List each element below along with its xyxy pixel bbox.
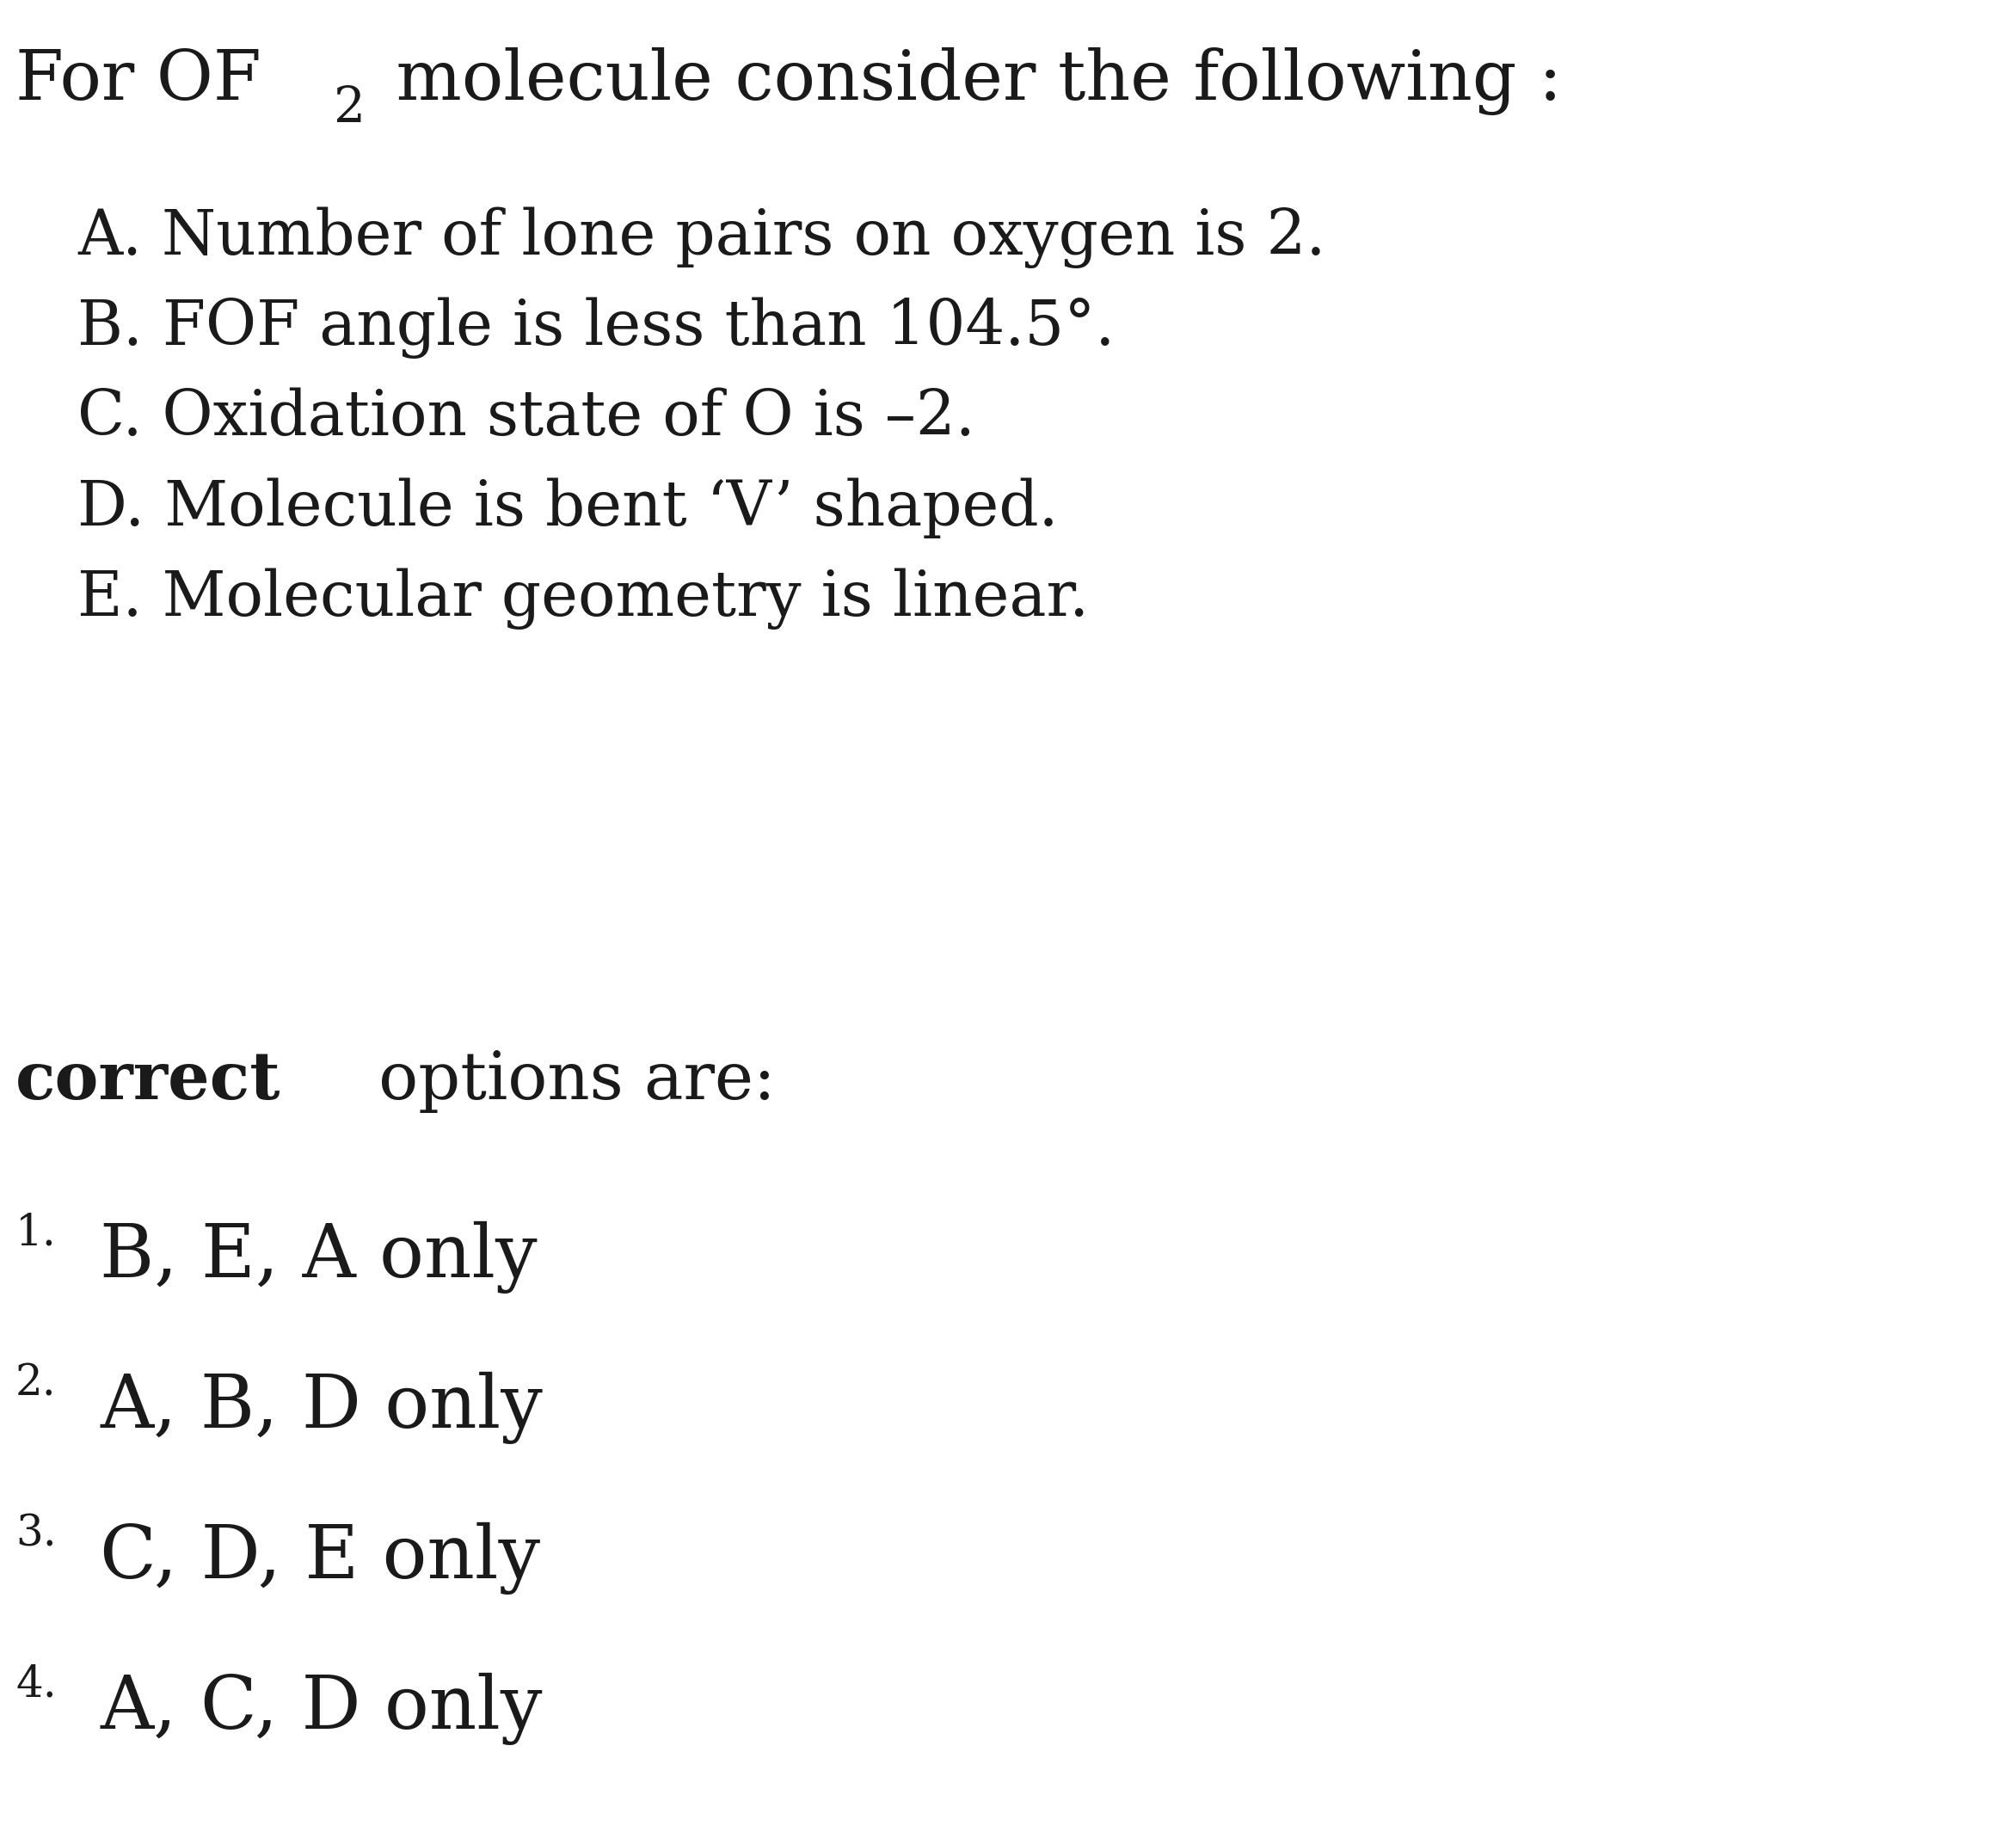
Text: 4.: 4. [16,1663,56,1706]
Text: A, C, D only: A, C, D only [101,1673,542,1744]
Text: 2: 2 [333,85,365,133]
Text: correct: correct [16,1049,280,1114]
Text: 1.: 1. [16,1212,56,1254]
Text: E. Molecular geometry is linear.: E. Molecular geometry is linear. [77,568,1089,629]
Text: molecule consider the following :: molecule consider the following : [373,48,1562,114]
Text: A. Number of lone pairs on oxygen is 2.: A. Number of lone pairs on oxygen is 2. [77,207,1327,267]
Text: D. Molecule is bent ‘V’ shaped.: D. Molecule is bent ‘V’ shaped. [77,478,1058,538]
Text: B, E, A only: B, E, A only [101,1221,538,1294]
Text: C. Oxidation state of O is –2.: C. Oxidation state of O is –2. [77,387,976,448]
Text: B. FOF angle is less than 104.5°.: B. FOF angle is less than 104.5°. [77,297,1115,358]
Text: For OF: For OF [16,48,262,114]
Text: 2.: 2. [16,1363,56,1405]
Text: options are:: options are: [359,1049,776,1114]
Text: 3.: 3. [16,1514,56,1556]
Text: A, B, D only: A, B, D only [101,1372,542,1444]
Text: C, D, E only: C, D, E only [101,1523,540,1595]
